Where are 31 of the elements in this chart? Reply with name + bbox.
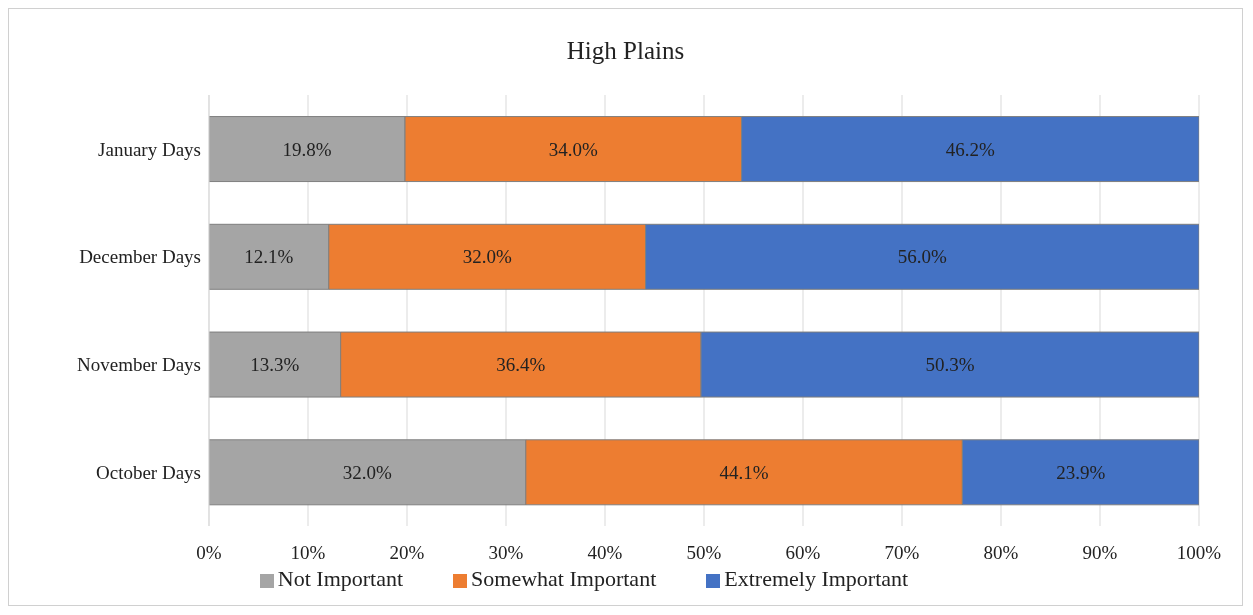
x-tick-label: 40% (587, 542, 623, 564)
y-tick-label: December Days (79, 246, 201, 268)
x-tick-label: 70% (884, 542, 920, 564)
legend-label: Not Important (277, 566, 404, 591)
legend-label: Somewhat Important (471, 566, 657, 591)
data-label: 46.2% (945, 138, 996, 160)
data-label: 32.0% (342, 461, 393, 483)
x-tick-label: 60% (785, 542, 821, 564)
data-label: 50.3% (925, 354, 975, 376)
y-tick-label: November Days (77, 354, 201, 376)
x-tick-label: 100% (1176, 542, 1222, 564)
legend-label: Extremely Important (724, 566, 909, 591)
data-label: 56.0% (897, 246, 948, 268)
data-label: 36.4% (496, 354, 546, 376)
x-tick-label: 50% (686, 542, 722, 564)
chart-title: High Plains (565, 36, 686, 66)
x-tick-label: 20% (389, 542, 425, 564)
data-label: 34.0% (548, 138, 599, 160)
data-label: 13.3% (250, 354, 300, 376)
x-tick-label: 80% (983, 542, 1019, 564)
data-label: 44.1% (719, 461, 769, 483)
data-label: 19.8% (282, 138, 332, 160)
y-tick-label: January Days (98, 138, 201, 160)
y-tick-label: October Days (96, 461, 201, 483)
x-tick-label: 10% (290, 542, 326, 564)
x-tick-label: 90% (1082, 542, 1118, 564)
data-label: 23.9% (1056, 461, 1106, 483)
x-tick-label: 0% (196, 542, 222, 564)
data-label: 32.0% (462, 246, 512, 268)
x-tick-label: 30% (488, 542, 524, 564)
data-label: 12.1% (244, 246, 294, 268)
